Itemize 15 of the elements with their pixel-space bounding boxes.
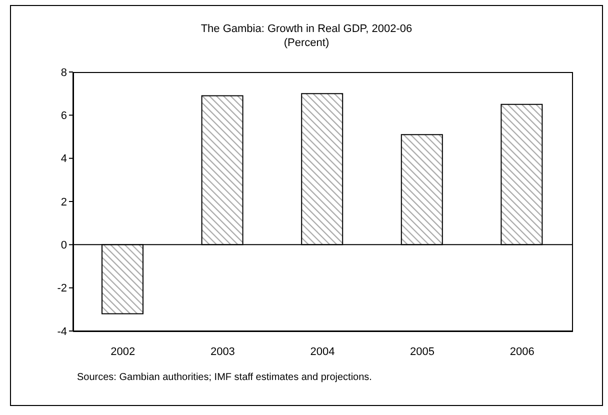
x-tick-label: 2005 [410,346,435,358]
x-tick-label: 2006 [510,346,534,358]
y-tick-label: -2 [57,282,67,295]
y-tick-label: 8 [60,66,67,79]
y-tick-label: -4 [57,326,67,338]
x-tick-label: 2002 [110,346,136,358]
x-tick-label: 2003 [210,346,235,358]
y-tick-label: 4 [60,153,67,166]
y-tick-label: 0 [60,240,67,252]
source-note: Sources: Gambian authorities; IMF staff estimates and projections. [77,372,372,383]
x-tick-label: 2004 [310,346,335,358]
y-tick-label: 2 [60,196,67,208]
chart-title: The Gambia: Growth in Real GDP, 2002-06 [200,22,414,36]
y-tick-label: 6 [60,110,67,122]
chart-subtitle: (Percent) [282,36,330,50]
